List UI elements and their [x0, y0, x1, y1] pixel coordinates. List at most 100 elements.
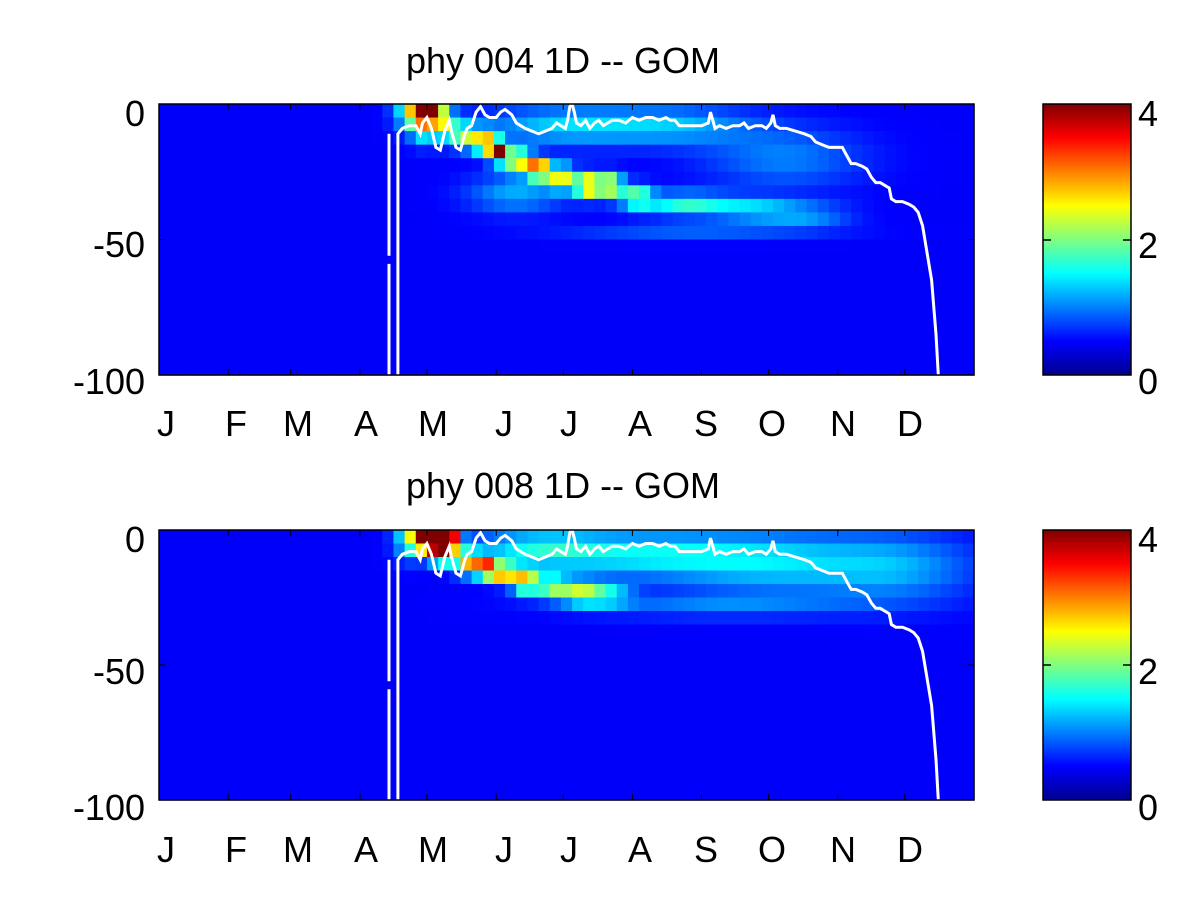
panel-1-heatmap-cell: [415, 280, 428, 295]
panel-2-heatmap-cell: [348, 584, 361, 599]
panel-2-heatmap-cell: [661, 773, 674, 788]
panel-2-heatmap-cell: [884, 624, 897, 639]
panel-1-heatmap-cell: [773, 293, 785, 308]
panel-2-heatmap-cell: [393, 543, 406, 558]
panel-2-heatmap-cell: [159, 530, 171, 545]
panel-2-heatmap-cell: [683, 651, 696, 666]
panel-1-heatmap-cell: [527, 239, 540, 254]
panel-1-heatmap-cell: [728, 361, 741, 376]
panel-1-heatmap-cell: [784, 131, 796, 146]
panel-2-colorbar-label-4: 4: [1138, 519, 1158, 560]
panel-1-heatmap-cell: [661, 253, 674, 268]
panel-2-heatmap-cell: [672, 570, 685, 585]
panel-2-heatmap-cell: [795, 746, 808, 761]
panel-1-heatmap-cell: [661, 158, 674, 173]
panel-2-heatmap-cell: [683, 732, 696, 747]
panel-2-heatmap-cell: [639, 611, 651, 626]
panel-1-heatmap-cell: [348, 361, 361, 376]
panel-2-heatmap-cell: [159, 651, 171, 666]
panel-2-heatmap-cell: [337, 786, 350, 801]
panel-1-heatmap-cell: [259, 131, 272, 146]
panel-2-heatmap-cell: [728, 759, 741, 774]
panel-2-heatmap-cell: [929, 773, 942, 788]
panel-2-heatmap-cell: [248, 786, 261, 801]
panel-2-heatmap-cell: [761, 557, 774, 572]
panel-2-heatmap-cell: [594, 759, 607, 774]
panel-2-heatmap-cell: [840, 692, 852, 707]
panel-1-heatmap-cell: [270, 158, 283, 173]
panel-1-heatmap-cell: [460, 131, 473, 146]
panel-1-heatmap-cell: [784, 185, 796, 200]
panel-1-heatmap-cell: [248, 361, 261, 376]
panel-2-heatmap-cell: [159, 638, 171, 653]
panel-1-heatmap-cell: [505, 212, 517, 227]
panel-1-heatmap-cell: [192, 347, 205, 363]
panel-2-heatmap-cell: [761, 530, 774, 545]
panel-1-heatmap-cell: [616, 239, 629, 254]
panel-1-heatmap-cell: [728, 171, 741, 186]
panel-1-heatmap-cell: [639, 293, 651, 308]
panel-1-heatmap-cell: [817, 253, 830, 268]
panel-2-heatmap-cell: [225, 665, 238, 680]
panel-2-heatmap-cell: [538, 773, 551, 788]
panel-1-heatmap-cell: [270, 266, 283, 281]
panel-2-heatmap-cell: [828, 692, 841, 707]
panel-2-heatmap-cell: [348, 705, 361, 720]
panel-1-heatmap-cell: [538, 239, 551, 254]
panel-2-heatmap-cell: [560, 584, 573, 599]
panel-1-heatmap-cell: [661, 225, 674, 241]
panel-2-heatmap-cell: [203, 597, 216, 612]
panel-1-heatmap-cell: [784, 198, 796, 213]
panel-1-heatmap-cell: [683, 158, 696, 173]
panel-2-heatmap-cell: [549, 692, 562, 707]
panel-1-heatmap-cell: [527, 225, 540, 241]
panel-1-heatmap-cell: [549, 347, 562, 363]
panel-2-heatmap-cell: [840, 678, 852, 693]
panel-1-heatmap-cell: [717, 239, 729, 254]
panel-2-heatmap-cell: [851, 773, 863, 788]
panel-2-heatmap-cell: [482, 746, 495, 761]
panel-2-heatmap-cell: [627, 705, 640, 720]
panel-1-heatmap-cell: [650, 361, 662, 376]
panel-2-heatmap-cell: [862, 692, 875, 707]
panel-1-heatmap-cell: [672, 131, 685, 146]
panel-2-heatmap-cell: [315, 543, 328, 558]
panel-1-heatmap-cell: [170, 104, 182, 119]
panel-1-xtick-2: F: [225, 403, 247, 444]
panel-2-heatmap-cell: [840, 584, 852, 599]
panel-1-heatmap-cell: [159, 212, 171, 227]
panel-2-heatmap-cell: [795, 543, 808, 558]
panel-1-heatmap-cell: [505, 239, 517, 254]
panel-2-heatmap-cell: [616, 719, 629, 734]
panel-1-heatmap-cell: [159, 253, 171, 268]
panel-1-heatmap-cell: [929, 185, 942, 200]
panel-1-heatmap-cell: [460, 225, 473, 241]
panel-2-heatmap-cell: [806, 719, 819, 734]
panel-1-heatmap-cell: [549, 158, 562, 173]
panel-1-heatmap-cell: [505, 131, 517, 146]
panel-1-heatmap-cell: [259, 280, 272, 295]
panel-1-heatmap-cell: [627, 293, 640, 308]
panel-1-heatmap-cell: [438, 334, 450, 349]
panel-1-heatmap-cell: [315, 131, 328, 146]
panel-1-heatmap-cell: [214, 320, 227, 335]
panel-1-heatmap-cell: [583, 334, 596, 349]
panel-1-heatmap-cell: [862, 253, 875, 268]
panel-2-heatmap-cell: [672, 705, 685, 720]
panel-2-heatmap-cell: [549, 759, 562, 774]
panel-1-heatmap-cell: [862, 239, 875, 254]
panel-1-heatmap-cell: [415, 104, 428, 119]
panel-1-heatmap-cell: [694, 266, 707, 281]
panel-2-heatmap-cell: [170, 530, 182, 545]
panel-2-xticklabels: J F M A M J J A S O N D: [157, 829, 923, 870]
panel-2-heatmap-cell: [482, 530, 495, 545]
panel-2-heatmap-cell: [817, 530, 830, 545]
panel-1-heatmap-cell: [840, 334, 852, 349]
panel-2-heatmap-cell: [560, 705, 573, 720]
panel-1-heatmap-cell: [907, 347, 919, 363]
panel-1-heatmap-cell: [873, 131, 886, 146]
panel-1-heatmap-cell: [895, 225, 908, 241]
panel-2-heatmap-cell: [683, 773, 696, 788]
panel-1-heatmap-cell: [516, 104, 529, 119]
panel-2-heatmap-cell: [683, 597, 696, 612]
